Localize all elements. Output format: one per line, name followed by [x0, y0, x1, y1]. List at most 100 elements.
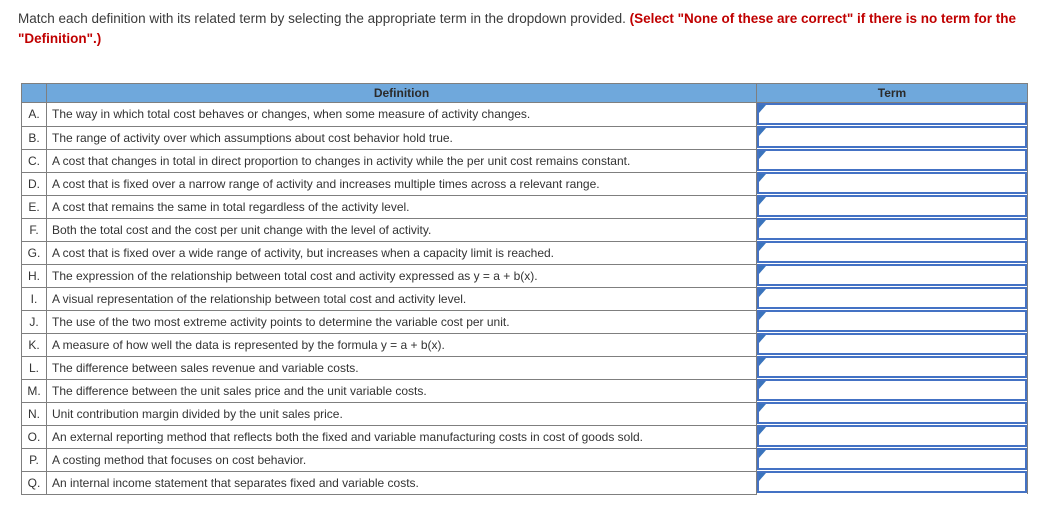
- row-letter: J.: [21, 309, 47, 334]
- row-definition: A cost that is fixed over a wide range o…: [46, 240, 757, 265]
- table-row: L. The difference between sales revenue …: [21, 355, 1028, 380]
- row-letter: O.: [21, 424, 47, 449]
- definition-column-header: Definition: [46, 83, 757, 103]
- row-definition: The difference between sales revenue and…: [46, 355, 757, 380]
- row-letter: G.: [21, 240, 47, 265]
- row-letter: M.: [21, 378, 47, 403]
- row-letter: F.: [21, 217, 47, 242]
- table-row: G. A cost that is fixed over a wide rang…: [21, 240, 1028, 265]
- term-dropdown[interactable]: [757, 402, 1027, 424]
- dropdown-selected-value: [759, 128, 1025, 130]
- row-letter: B.: [21, 125, 47, 150]
- dropdown-selected-value: [759, 473, 1025, 475]
- term-dropdown[interactable]: [757, 126, 1027, 148]
- term-cell: [756, 379, 1028, 402]
- row-definition: A cost that is fixed over a narrow range…: [46, 171, 757, 196]
- table-row: E. A cost that remains the same in total…: [21, 194, 1028, 219]
- term-cell: [756, 425, 1028, 448]
- row-letter: N.: [21, 401, 47, 426]
- row-definition: A visual representation of the relations…: [46, 286, 757, 311]
- table-header-row: Definition Term: [21, 83, 1028, 103]
- dropdown-selected-value: [759, 243, 1025, 245]
- dropdown-corner-caret-icon: [759, 450, 766, 458]
- row-letter: K.: [21, 332, 47, 357]
- row-letter: I.: [21, 286, 47, 311]
- term-dropdown[interactable]: [757, 149, 1027, 171]
- term-cell: [756, 195, 1028, 218]
- term-dropdown[interactable]: [757, 195, 1027, 217]
- row-letter: A.: [21, 102, 47, 127]
- row-definition: An internal income statement that separa…: [46, 470, 757, 495]
- table-row: B. The range of activity over which assu…: [21, 125, 1028, 150]
- table-row: D. A cost that is fixed over a narrow ra…: [21, 171, 1028, 196]
- dropdown-corner-caret-icon: [759, 243, 766, 251]
- table-row: N. Unit contribution margin divided by t…: [21, 401, 1028, 426]
- term-dropdown[interactable]: [757, 425, 1027, 447]
- dropdown-selected-value: [759, 174, 1025, 176]
- table-row: P. A costing method that focuses on cost…: [21, 447, 1028, 472]
- term-dropdown[interactable]: [757, 310, 1027, 332]
- table-row: K. A measure of how well the data is rep…: [21, 332, 1028, 357]
- row-definition: A cost that changes in total in direct p…: [46, 148, 757, 173]
- term-cell: [756, 149, 1028, 172]
- term-cell: [756, 402, 1028, 425]
- row-definition: The expression of the relationship betwe…: [46, 263, 757, 288]
- term-dropdown[interactable]: [757, 241, 1027, 263]
- term-cell: [756, 241, 1028, 264]
- dropdown-corner-caret-icon: [759, 473, 766, 481]
- term-dropdown[interactable]: [757, 264, 1027, 286]
- dropdown-corner-caret-icon: [759, 289, 766, 297]
- definition-term-table: Definition Term A. The way in which tota…: [21, 83, 1028, 495]
- term-dropdown[interactable]: [757, 287, 1027, 309]
- dropdown-corner-caret-icon: [759, 404, 766, 412]
- row-definition: A measure of how well the data is repres…: [46, 332, 757, 357]
- term-cell: [756, 471, 1028, 494]
- term-dropdown[interactable]: [757, 103, 1027, 125]
- term-dropdown[interactable]: [757, 172, 1027, 194]
- table-row: Q. An internal income statement that sep…: [21, 470, 1028, 495]
- table-row: H. The expression of the relationship be…: [21, 263, 1028, 288]
- dropdown-corner-caret-icon: [759, 197, 766, 205]
- dropdown-selected-value: [759, 312, 1025, 314]
- term-cell: [756, 333, 1028, 356]
- row-letter: Q.: [21, 470, 47, 495]
- dropdown-selected-value: [759, 220, 1025, 222]
- dropdown-selected-value: [759, 289, 1025, 291]
- term-dropdown[interactable]: [757, 333, 1027, 355]
- dropdown-corner-caret-icon: [759, 358, 766, 366]
- dropdown-corner-caret-icon: [759, 105, 766, 113]
- dropdown-selected-value: [759, 197, 1025, 199]
- row-definition: The way in which total cost behaves or c…: [46, 102, 757, 127]
- row-letter: H.: [21, 263, 47, 288]
- dropdown-corner-caret-icon: [759, 381, 766, 389]
- term-dropdown[interactable]: [757, 379, 1027, 401]
- term-dropdown[interactable]: [757, 218, 1027, 240]
- dropdown-corner-caret-icon: [759, 220, 766, 228]
- row-definition: The difference between the unit sales pr…: [46, 378, 757, 403]
- dropdown-corner-caret-icon: [759, 312, 766, 320]
- table-row: C. A cost that changes in total in direc…: [21, 148, 1028, 173]
- dropdown-selected-value: [759, 450, 1025, 452]
- dropdown-selected-value: [759, 266, 1025, 268]
- dropdown-corner-caret-icon: [759, 151, 766, 159]
- row-definition: Both the total cost and the cost per uni…: [46, 217, 757, 242]
- term-cell: [756, 448, 1028, 471]
- term-cell: [756, 218, 1028, 241]
- dropdown-selected-value: [759, 427, 1025, 429]
- table-row: O. An external reporting method that ref…: [21, 424, 1028, 449]
- term-dropdown[interactable]: [757, 448, 1027, 470]
- table-body: A. The way in which total cost behaves o…: [21, 102, 1028, 495]
- row-definition: The use of the two most extreme activity…: [46, 309, 757, 334]
- term-dropdown[interactable]: [757, 471, 1027, 493]
- instructions: Match each definition with its related t…: [18, 9, 1048, 50]
- term-cell: [756, 172, 1028, 195]
- dropdown-selected-value: [759, 105, 1025, 107]
- dropdown-selected-value: [759, 404, 1025, 406]
- dropdown-corner-caret-icon: [759, 266, 766, 274]
- instructions-emphasis-text: (Select "None of these are correct" if t…: [18, 11, 1016, 47]
- term-dropdown[interactable]: [757, 356, 1027, 378]
- table-row: F. Both the total cost and the cost per …: [21, 217, 1028, 242]
- dropdown-corner-caret-icon: [759, 174, 766, 182]
- dropdown-selected-value: [759, 381, 1025, 383]
- dropdown-selected-value: [759, 151, 1025, 153]
